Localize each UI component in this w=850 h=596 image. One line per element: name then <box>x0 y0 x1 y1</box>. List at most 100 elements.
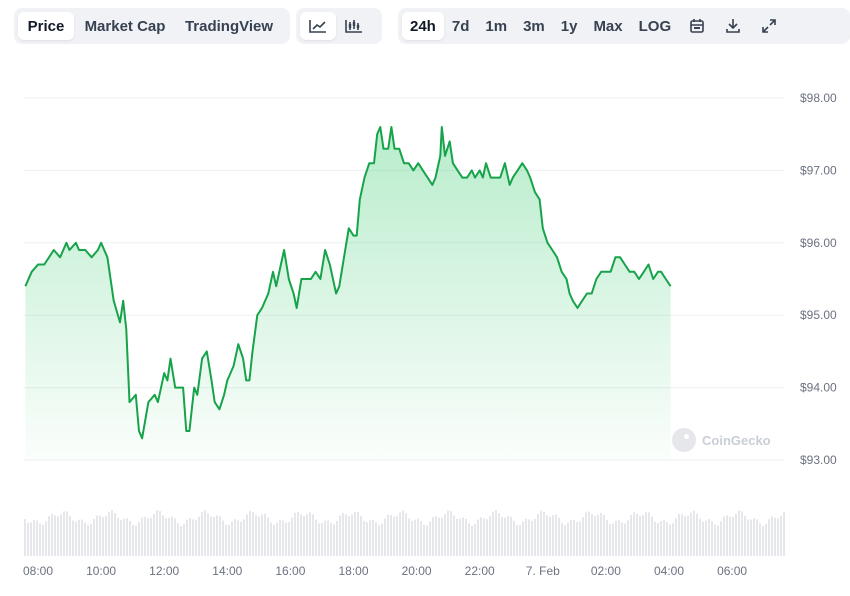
volume-bar <box>282 520 284 556</box>
volume-bar <box>192 519 194 556</box>
tab-log-scale[interactable]: LOG <box>638 17 672 35</box>
tab-range-24h[interactable]: 24h <box>402 12 444 40</box>
volume-bar <box>147 518 149 556</box>
volume-bar <box>420 520 422 556</box>
coingecko-watermark: CoinGecko <box>672 428 771 452</box>
volume-bar <box>252 512 254 556</box>
volume-bar <box>639 515 641 556</box>
line-chart-button[interactable] <box>300 12 336 40</box>
volume-bar <box>195 519 197 556</box>
volume-bar <box>573 520 575 556</box>
y-axis: $93.00 $94.00 $95.00 $96.00 $97.00 $98.00 <box>800 91 837 467</box>
tab-range-1m[interactable]: 1m <box>485 17 508 35</box>
volume-bar <box>246 514 248 556</box>
volume-bar <box>231 521 233 556</box>
volume-bar <box>90 523 92 556</box>
volume-bar <box>384 518 386 556</box>
volume-bar <box>165 518 167 556</box>
volume-bar <box>513 520 515 556</box>
volume-bar <box>45 521 47 556</box>
volume-bar <box>219 516 221 556</box>
tab-range-3m[interactable]: 3m <box>523 17 545 35</box>
volume-bar <box>177 523 179 556</box>
volume-bar <box>276 522 278 556</box>
tab-market-cap[interactable]: Market Cap <box>84 17 166 35</box>
volume-bar <box>375 522 377 556</box>
volume-bar <box>702 521 704 556</box>
volume-bar <box>111 510 113 556</box>
x-tick-label: 10:00 <box>86 564 116 578</box>
volume-bar <box>348 516 350 556</box>
chart-toolbar: Price Market Cap TradingView 24h 7d 1m 3… <box>14 8 850 44</box>
candlestick-chart-button[interactable] <box>336 12 372 40</box>
volume-bar <box>480 517 482 556</box>
volume-bar <box>552 515 554 556</box>
volume-bar <box>468 523 470 556</box>
volume-bar <box>69 515 71 556</box>
volume-bar <box>708 519 710 556</box>
volume-bar <box>729 516 731 556</box>
volume-bar <box>453 515 455 556</box>
volume-bar <box>594 516 596 556</box>
volume-bar <box>465 518 467 556</box>
calendar-button[interactable] <box>679 12 715 40</box>
volume-bar <box>546 515 548 556</box>
volume-bar <box>666 522 668 556</box>
volume-bar <box>312 514 314 556</box>
tab-range-1y[interactable]: 1y <box>560 17 578 35</box>
fullscreen-button[interactable] <box>751 12 787 40</box>
volume-bar <box>51 513 53 556</box>
volume-bar <box>750 519 752 556</box>
volume-bar <box>39 523 41 556</box>
volume-bar <box>129 520 131 556</box>
volume-bar <box>123 518 125 556</box>
volume-bar <box>756 519 758 556</box>
volume-bar <box>774 517 776 556</box>
y-tick-label: $98.00 <box>800 91 837 105</box>
volume-bar <box>216 515 218 556</box>
tab-price[interactable]: Price <box>18 12 74 40</box>
volume-bar <box>372 519 374 556</box>
volume-bar <box>183 523 185 556</box>
volume-bar <box>579 521 581 556</box>
volume-bar <box>555 514 557 556</box>
volume-bar <box>489 516 491 556</box>
volume-bar <box>567 522 569 556</box>
volume-bar <box>315 519 317 556</box>
volume-bar <box>486 519 488 556</box>
volume-bar <box>438 517 440 556</box>
watermark-text: CoinGecko <box>702 432 771 448</box>
tab-range-7d[interactable]: 7d <box>451 17 470 35</box>
metric-tab-group: Price Market Cap TradingView <box>14 8 290 44</box>
download-button[interactable] <box>715 12 751 40</box>
x-tick-label: 22:00 <box>465 564 495 578</box>
volume-bar <box>132 524 134 556</box>
tab-tradingview[interactable]: TradingView <box>184 17 274 35</box>
volume-bar <box>537 514 539 556</box>
candlestick-chart-icon <box>345 20 362 33</box>
tab-range-max[interactable]: Max <box>593 17 623 35</box>
volume-bar <box>684 516 686 556</box>
volume-bar <box>213 517 215 556</box>
volume-bar <box>168 517 170 556</box>
volume-bar <box>534 518 536 556</box>
volume-bar <box>138 521 140 556</box>
volume-bar <box>174 518 176 556</box>
volume-bar <box>294 512 296 556</box>
volume-bar <box>378 525 380 556</box>
volume-bar <box>540 510 542 556</box>
volume-bar <box>417 518 419 556</box>
range-tab-group: 24h 7d 1m 3m 1y Max LOG <box>398 8 850 44</box>
volume-bar <box>135 525 137 556</box>
volume-bar <box>483 518 485 556</box>
volume-bar <box>306 514 308 556</box>
volume-bar <box>30 522 32 556</box>
volume-bar <box>435 516 437 556</box>
volume-bar <box>249 510 251 556</box>
volume-bar <box>558 517 560 556</box>
volume-bar <box>330 523 332 556</box>
volume-bar <box>768 519 770 556</box>
volume-bar <box>738 510 740 556</box>
volume-bar <box>618 520 620 556</box>
volume-bar <box>600 512 602 556</box>
